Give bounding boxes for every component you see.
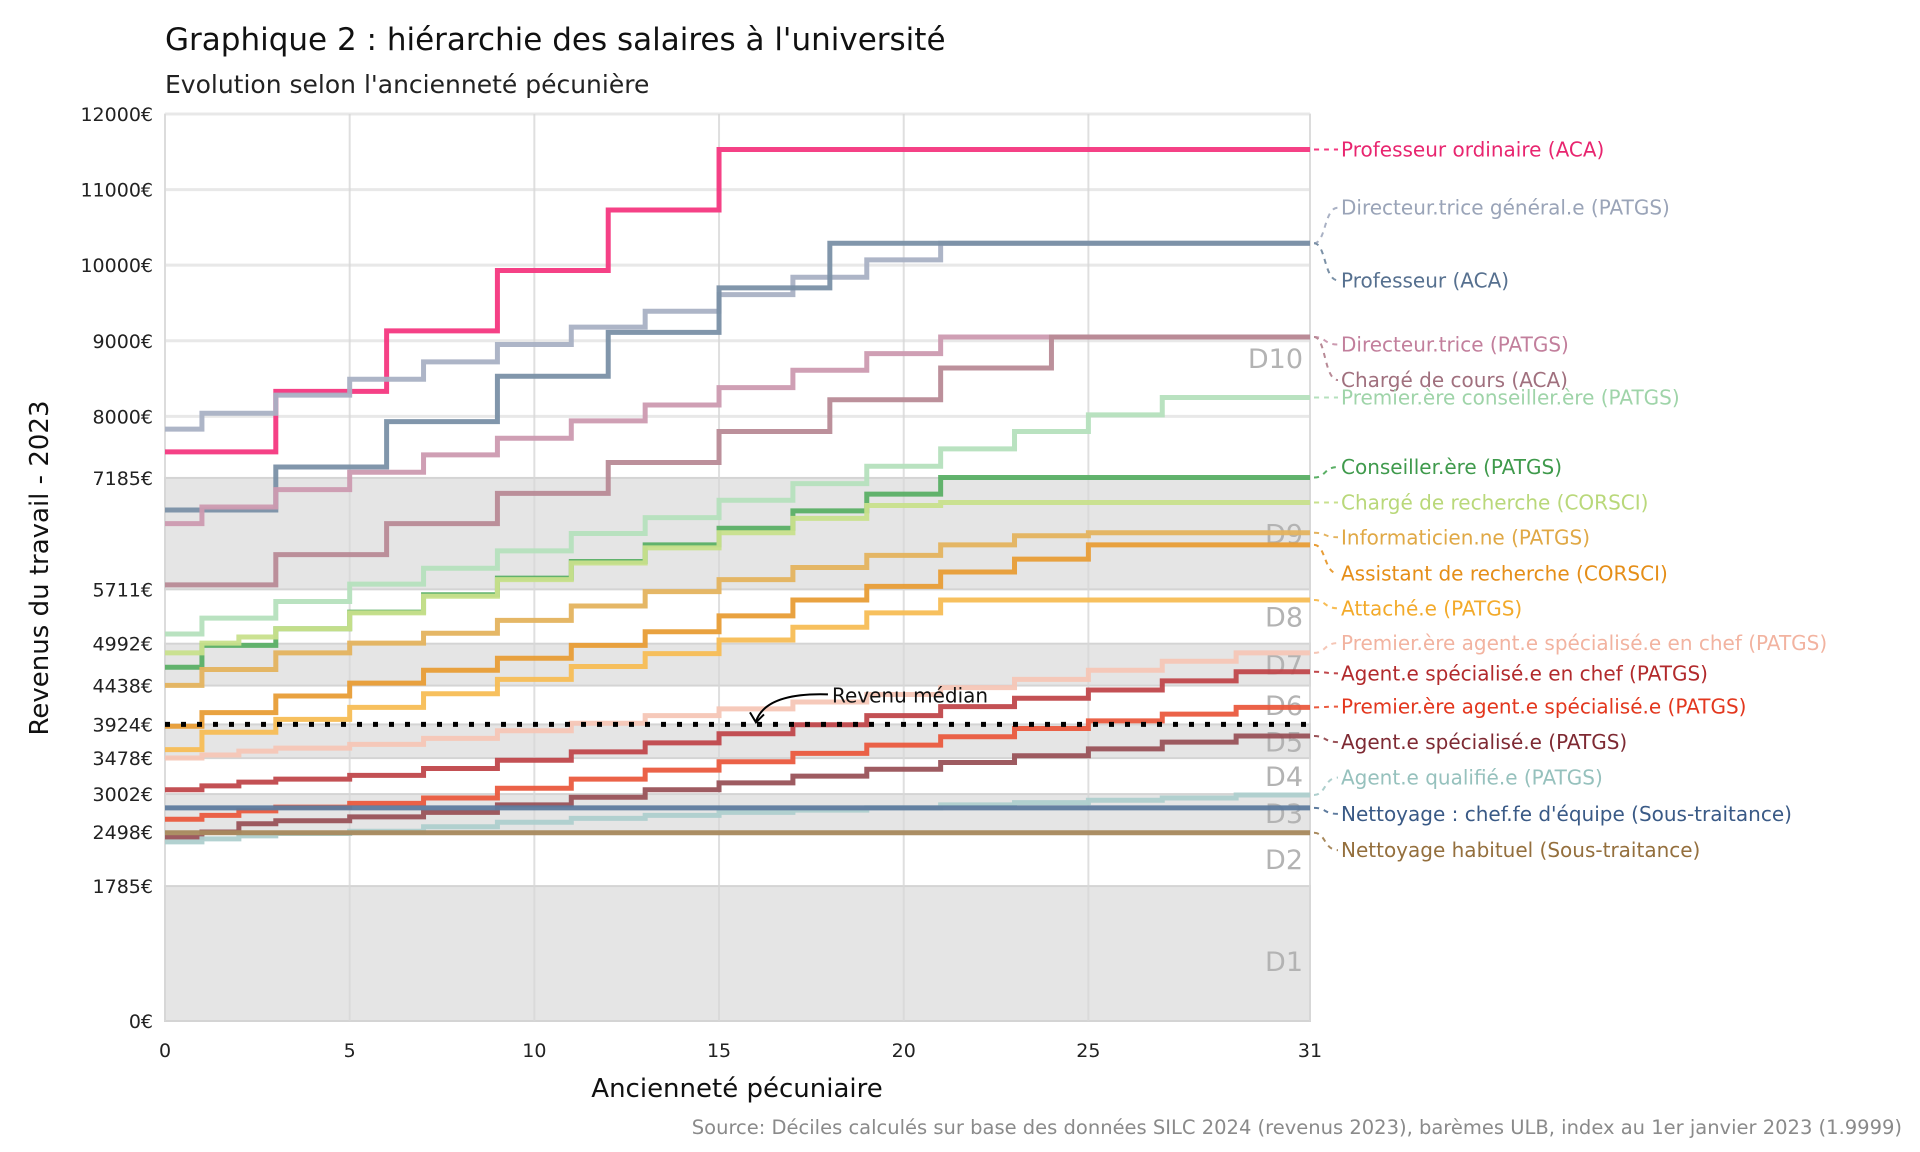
x-tick-label: 10: [522, 1040, 546, 1062]
label-leader: [1313, 242, 1339, 282]
series-label: Assistant de recherche (CORSCI): [1341, 562, 1668, 586]
decile-label: D4: [1265, 762, 1303, 793]
source-note: Source: Déciles calculés sur base des do…: [692, 1116, 1902, 1139]
x-tick-label: 31: [1298, 1040, 1322, 1062]
decile-label: D8: [1265, 603, 1303, 634]
series-line: [165, 542, 1310, 729]
label-leader: [1313, 831, 1339, 852]
series-label: Premier.ère agent.e spécialisé.e en chef…: [1341, 631, 1827, 655]
x-tick-label: 15: [707, 1040, 731, 1062]
x-axis-ticks: 0 5 10 15 20 25 31: [159, 1040, 1322, 1062]
y-tick-label: 3924€: [93, 714, 153, 736]
y-tick-label: 1785€: [93, 876, 153, 898]
series-line: [165, 240, 1310, 513]
series-line: [165, 733, 1310, 840]
y-tick-label: 4992€: [93, 634, 153, 656]
label-leader: [1313, 806, 1339, 815]
median-arrow: [755, 693, 829, 722]
series-line: [165, 530, 1310, 688]
decile-label: D10: [1248, 344, 1303, 375]
label-leader: [1313, 705, 1339, 709]
chart-title: Graphique 2 : hiérarchie des salaires à …: [165, 22, 946, 58]
y-tick-label: 8000€: [93, 406, 153, 428]
series-lines: [165, 147, 1310, 845]
decile-label: D3: [1265, 799, 1303, 830]
series-label: Nettoyage habituel (Sous-traitance): [1341, 838, 1700, 862]
y-tick-label: 7185€: [93, 468, 153, 490]
series-label: Premier.ère conseiller.ère (PATGS): [1341, 385, 1680, 409]
label-leader: [1313, 206, 1339, 245]
label-leader: [1313, 735, 1339, 744]
y-axis-ticks: 0€ 1785€ 2498€ 3002€ 3478€ 3924€ 4438€ 4992€ 571…: [80, 104, 153, 1033]
decile-band-d5: [164, 723, 1311, 760]
series-label: Informaticien.ne (PATGS): [1341, 525, 1590, 549]
chart-subtitle: Evolution selon l'ancienneté pécunière: [165, 70, 649, 99]
label-leader: [1313, 670, 1339, 675]
series-label: Agent.e spécialisé.e en chef (PATGS): [1341, 661, 1708, 685]
median-arrow-head: [749, 711, 765, 725]
x-tick-label: 0: [159, 1040, 171, 1062]
label-leader: [1313, 465, 1339, 479]
series-label: Chargé de recherche (CORSCI): [1341, 490, 1648, 514]
median-line-group: Revenu médian: [165, 683, 1310, 727]
decile-band-d1: [164, 885, 1311, 1022]
decile-band-d7: [164, 642, 1311, 687]
decile-label: D7: [1265, 651, 1303, 682]
series-labels: Professeur ordinaire (ACA) Directeur.tric…: [1313, 138, 1827, 862]
y-tick-label: 3002€: [93, 784, 153, 806]
median-label: Revenu médian: [832, 683, 988, 707]
y-tick-label: 2498€: [93, 822, 153, 844]
series-label: Directeur.trice général.e (PATGS): [1341, 196, 1670, 220]
series-line: [165, 669, 1310, 793]
label-leader: [1313, 642, 1339, 654]
x-axis-title: Ancienneté pécuniaire: [591, 1074, 882, 1104]
label-leader: [1313, 776, 1339, 797]
y-tick-label: 4438€: [93, 676, 153, 698]
series-label: Directeur.trice (PATGS): [1341, 333, 1569, 357]
series-line: [165, 334, 1310, 527]
decile-label: D5: [1265, 727, 1303, 758]
series-line: [165, 597, 1310, 753]
series-label: Agent.e spécialisé.e (PATGS): [1341, 730, 1627, 754]
series-line: [165, 650, 1310, 761]
series-label: Chargé de cours (ACA): [1341, 368, 1568, 392]
y-tick-label: 0€: [129, 1011, 153, 1033]
series-line: [165, 394, 1310, 637]
series-line: [165, 499, 1310, 656]
y-tick-label: 9000€: [93, 331, 153, 353]
y-axis-title: Revenus du travail - 2023: [25, 401, 55, 736]
series-label: Professeur ordinaire (ACA): [1341, 138, 1604, 162]
x-tick-label: 25: [1076, 1040, 1100, 1062]
x-tick-label: 5: [344, 1040, 356, 1062]
series-label: Conseiller.ère (PATGS): [1341, 455, 1562, 479]
label-leader: [1313, 531, 1339, 539]
y-tick-label: 10000€: [80, 255, 153, 277]
y-tick-label: 11000€: [80, 180, 153, 202]
x-tick-label: 20: [892, 1040, 916, 1062]
decile-label: D1: [1265, 947, 1303, 978]
series-label: Professeur (ACA): [1341, 268, 1509, 292]
y-tick-label: 3478€: [93, 748, 153, 770]
series-label: Attaché.e (PATGS): [1341, 596, 1522, 620]
series-label: Nettoyage : chef.fe d'équipe (Sous-trait…: [1341, 802, 1792, 826]
y-tick-label: 5711€: [93, 579, 153, 601]
y-tick-label: 12000€: [80, 104, 153, 126]
series-line: [165, 334, 1310, 588]
label-leader: [1313, 543, 1339, 575]
decile-label: D2: [1265, 845, 1303, 876]
label-leader: [1313, 599, 1339, 610]
series-label: Agent.e qualifié.e (PATGS): [1341, 766, 1603, 790]
series-label: Premier.ère agent.e spécialisé.e (PATGS): [1341, 695, 1746, 719]
label-leader: [1313, 335, 1339, 382]
series-line: [165, 240, 1310, 432]
